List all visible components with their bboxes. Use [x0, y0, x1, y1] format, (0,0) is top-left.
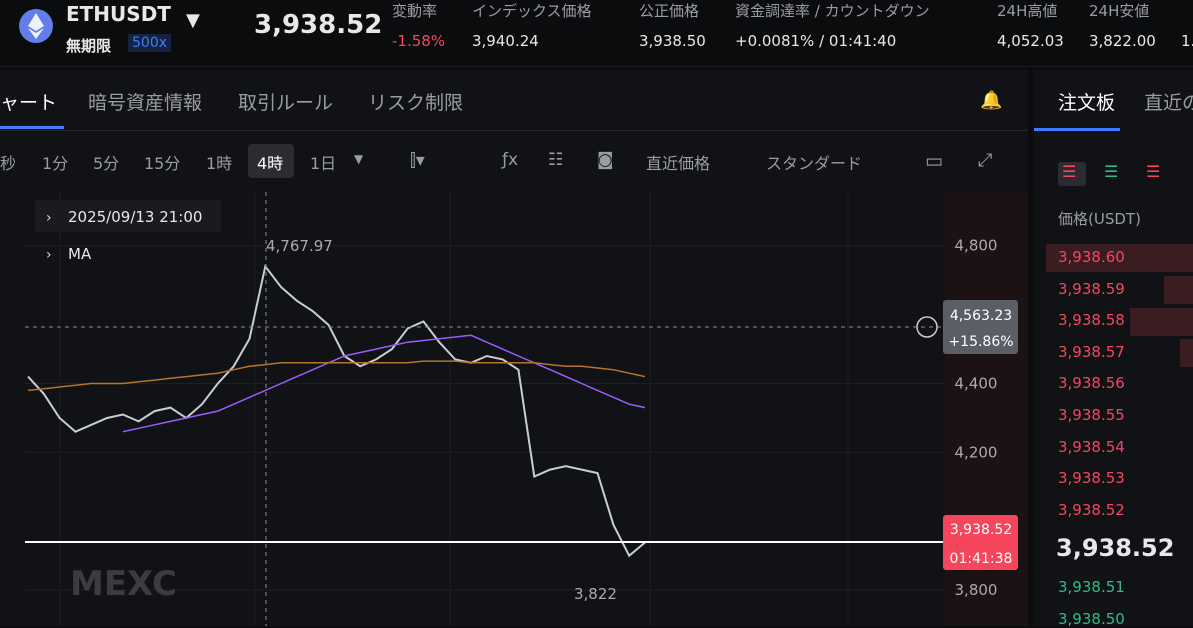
- last-price-box: [943, 515, 1018, 570]
- ask-price: 3,938.55: [1058, 406, 1125, 424]
- legend-item: 2025/09/13 21:00: [68, 208, 202, 226]
- top-bar: ETHUSDT 無期限 500x ▼ 3,938.52 変動率 -1.58% インデ…: [0, 0, 1193, 67]
- fullscreen-icon[interactable]: ⤢: [978, 150, 993, 171]
- ask-price: 3,938.58: [1058, 311, 1125, 330]
- chart-panel: ャート 暗号資産情報 取引ルール リスク制限 🔔 秒 1分 5分 15分 1時 4時 1日 ▼ 直近…: [0, 70, 1028, 626]
- watermark: MEXC: [70, 564, 177, 604]
- ask-price: 3,938.57: [1058, 342, 1125, 361]
- ob-tab[interactable]: 直近の: [1144, 92, 1193, 114]
- ask-price: 3,938.59: [1058, 279, 1125, 298]
- interval[interactable]: 秒: [0, 154, 17, 173]
- legend-caret: ›: [46, 247, 52, 263]
- tab[interactable]: ャート: [0, 92, 58, 114]
- contract: 無期限: [66, 37, 112, 55]
- window-icon[interactable]: ▭: [925, 150, 943, 172]
- legend-bg: [35, 200, 221, 232]
- depth-bar: [1180, 339, 1193, 367]
- ask-price: 3,938.53: [1058, 469, 1125, 488]
- stat-value: 1.: [1181, 32, 1193, 50]
- price-line: [27, 264, 646, 558]
- view-icon[interactable]: ☰: [1146, 162, 1161, 181]
- crosshair-price: 4,563.23: [950, 308, 1012, 324]
- orderbook-panel: 注文板 直近の ☰ ☰ ☰ 価格(USDT) 3,938.60 3,938.59 3,…: [1034, 70, 1193, 628]
- stat-label: 変動率: [392, 2, 438, 20]
- stat-value: 3,938.50: [639, 32, 706, 50]
- toolbar-select[interactable]: 直近価格: [646, 154, 711, 173]
- interval[interactable]: 1分: [42, 154, 69, 173]
- layout-icon[interactable]: ☷: [548, 150, 564, 170]
- last-price: 3,938.52: [254, 10, 383, 40]
- crosshair-box: [943, 300, 1018, 354]
- ask-price: 3,938.54: [1058, 437, 1125, 456]
- bell[interactable]: 🔔: [980, 90, 1003, 111]
- tab-underline: [0, 126, 64, 129]
- legend-item: MA: [68, 245, 92, 263]
- stat-label: 公正価格: [639, 2, 700, 20]
- symbol[interactable]: ETHUSDT: [66, 2, 171, 26]
- y-tick-label: 4,200: [955, 443, 998, 461]
- legend-caret: ›: [46, 210, 52, 226]
- y-tick-label: 4,400: [955, 375, 998, 393]
- tab-underline: [1034, 128, 1120, 131]
- ask-price: 3,938.60: [1058, 248, 1125, 266]
- low-label: 3,822: [574, 585, 617, 603]
- interval[interactable]: 4時: [257, 154, 284, 173]
- tab[interactable]: 取引ルール: [238, 92, 334, 114]
- eth-icon: [19, 9, 53, 43]
- stat-label: 資金調達率 / カウントダウン: [735, 2, 930, 20]
- stat-value: 3,940.24: [472, 32, 539, 50]
- interval[interactable]: 15分: [144, 154, 181, 173]
- countdown: 01:41:38: [950, 551, 1013, 567]
- toolbar-select[interactable]: スタンダード: [766, 154, 863, 173]
- ob-tab[interactable]: 注文板: [1058, 92, 1116, 114]
- bid-price: 3,938.51: [1058, 578, 1125, 596]
- dropdown: ▼: [354, 152, 364, 166]
- price-header: 価格(USDT): [1058, 210, 1141, 228]
- mid-price: 3,938.52: [1056, 534, 1175, 562]
- stat-label: 24H高値: [997, 2, 1058, 20]
- price-line: [122, 334, 646, 433]
- view-icon[interactable]: ☰: [1062, 162, 1077, 181]
- y-tick-label: 3,800: [955, 581, 998, 599]
- stat-label: 24H安値: [1089, 2, 1150, 20]
- camera-icon[interactable]: ◙: [597, 150, 614, 170]
- tab[interactable]: リスク制限: [368, 92, 464, 114]
- tab[interactable]: 暗号資産情報: [88, 92, 203, 114]
- stat-value: +0.0081% / 01:41:40: [735, 32, 897, 50]
- bid-price: 3,938.50: [1058, 610, 1125, 628]
- stat-value: 4,052.03: [997, 32, 1064, 50]
- stat-value: -1.58%: [392, 32, 446, 50]
- leverage: 500x: [128, 34, 172, 52]
- stat-label: インデックス価格: [472, 2, 592, 20]
- interval-active-bg: [248, 144, 294, 178]
- view-btn[interactable]: [1058, 162, 1086, 186]
- last-price-tag: 3,938.52: [950, 522, 1012, 538]
- ask-price: 3,938.52: [1058, 500, 1125, 519]
- view-icon[interactable]: ☰: [1104, 162, 1119, 181]
- price-chart: 3,800 4,200 4,400 4,800 4,767.97 3,822 MEXC 4,5…: [25, 192, 1028, 626]
- stat-value: 3,822.00: [1089, 32, 1156, 50]
- add-alert: [916, 316, 938, 338]
- y-tick-label: 4,800: [955, 237, 998, 255]
- depth-bar: [1164, 276, 1193, 304]
- candle-icon[interactable]: ⫿▾: [410, 150, 425, 171]
- divider: [0, 130, 1028, 131]
- interval[interactable]: 1時: [206, 154, 233, 173]
- high-label: 4,767.97: [266, 237, 333, 255]
- interval[interactable]: 5分: [93, 154, 120, 173]
- dropdown[interactable]: ▼: [186, 10, 200, 31]
- depth-bar: [1046, 244, 1193, 272]
- crosshair-change: +15.86%: [948, 334, 1013, 350]
- interval[interactable]: 1日: [310, 154, 337, 173]
- price-line: [27, 360, 646, 392]
- indicator-icon[interactable]: ƒx: [502, 150, 519, 170]
- depth-bar: [1130, 308, 1193, 336]
- ask-price: 3,938.56: [1058, 374, 1125, 393]
